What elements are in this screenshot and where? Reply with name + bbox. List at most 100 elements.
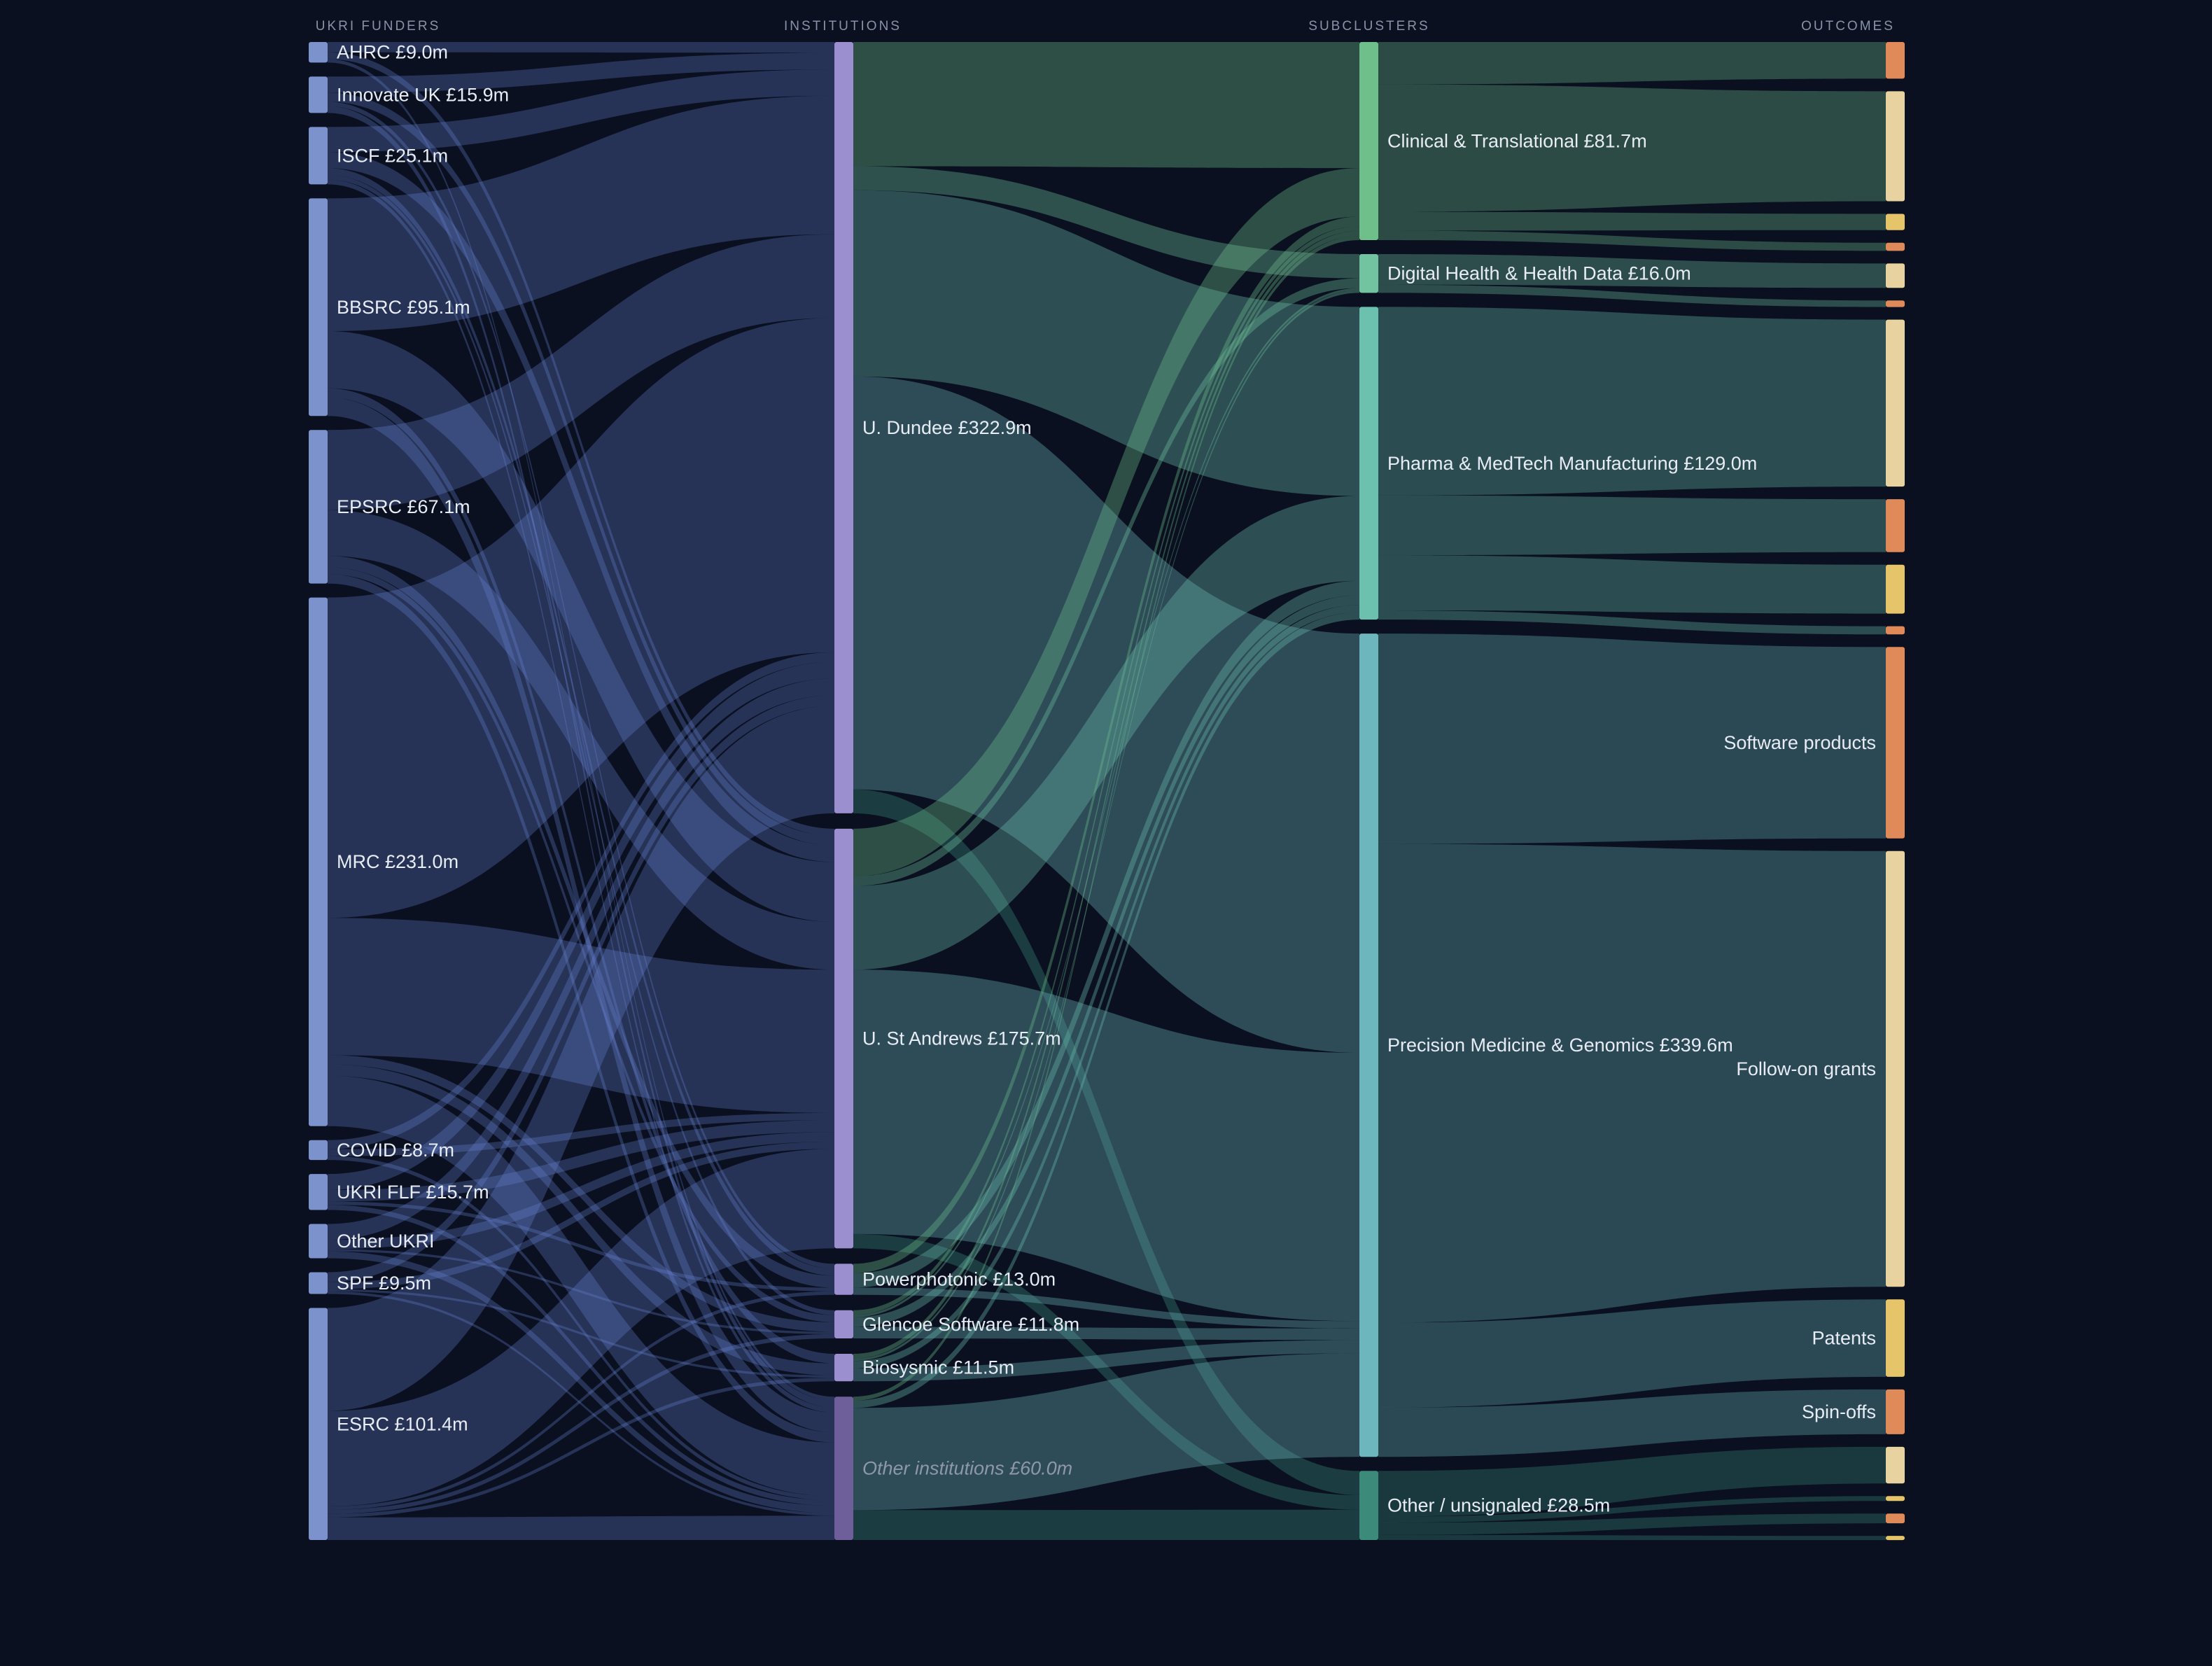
flow-fi-46	[328, 1516, 834, 1540]
outcomes-node-14[interactable]	[1886, 1446, 1905, 1484]
flow-so-0	[1378, 42, 1886, 85]
funders-node-10[interactable]	[309, 1308, 328, 1540]
flow-fi-6	[328, 106, 834, 1408]
funders-node-6[interactable]	[309, 1140, 328, 1161]
outcomes-node-15[interactable]	[1886, 1496, 1905, 1502]
subclusters-node-3[interactable]	[1359, 634, 1378, 1457]
funders-label-1: Innovate UK £15.9m	[337, 84, 509, 105]
flow-is-18	[853, 290, 1359, 1362]
subclusters-node-2[interactable]	[1359, 307, 1378, 620]
subclusters-label-0: Clinical & Translational £81.7m	[1387, 130, 1647, 151]
flow-is-6	[853, 278, 1359, 886]
flow-is-23	[853, 1353, 1359, 1511]
flow-fi-0	[328, 42, 834, 53]
subclusters-node-4[interactable]	[1359, 1471, 1378, 1540]
column-headers: UKRI FUNDERS INSTITUTIONS SUBCLUSTERS OU…	[316, 19, 1893, 34]
flow-is-8	[853, 969, 1359, 1322]
subclusters-node-1[interactable]	[1359, 253, 1378, 293]
flow-fi-35	[328, 1249, 834, 1334]
subclusters-label-4: Other / unsignaled £28.5m	[1387, 1495, 1610, 1516]
funders-label-7: UKRI FLF £15.7m	[337, 1182, 489, 1203]
institutions-node-3[interactable]	[834, 1310, 853, 1339]
funders-node-2[interactable]	[309, 127, 328, 185]
flow-fi-41	[328, 706, 834, 1411]
header-institutions: INSTITUTIONS	[784, 19, 902, 34]
flow-fi-18	[328, 556, 834, 1288]
flow-fi-42	[328, 1149, 834, 1506]
outcomes-node-13[interactable]	[1886, 1389, 1905, 1434]
flow-is-0	[853, 42, 1359, 169]
outcomes-node-9[interactable]	[1886, 626, 1905, 635]
flow-so-1	[1378, 84, 1886, 212]
flow-so-2	[1378, 211, 1886, 231]
flow-is-11	[853, 580, 1359, 1288]
flow-fi-15	[328, 397, 834, 1433]
outcomes-node-4[interactable]	[1886, 263, 1905, 288]
node-labels: AHRC £9.0m Innovate UK £15.9m ISCF £25.1m B…	[337, 42, 1876, 1516]
flow-fi-44	[328, 1334, 834, 1514]
institutions-node-1[interactable]	[834, 828, 853, 1249]
outcomes-label-10: Software products	[1723, 732, 1876, 753]
flow-fi-7	[328, 69, 834, 153]
flow-is-14	[853, 288, 1359, 1317]
outcomes-node-2[interactable]	[1886, 214, 1905, 230]
funders-node-5[interactable]	[309, 597, 328, 1126]
institutions-label-0: U. Dundee £322.9m	[862, 417, 1032, 438]
outcomes-node-16[interactable]	[1886, 1513, 1905, 1524]
flow-so-16	[1378, 1513, 1886, 1535]
flow-is-13	[853, 226, 1359, 1315]
outcomes-node-12[interactable]	[1886, 1299, 1905, 1377]
flow-is-17	[853, 231, 1359, 1359]
outcomes-node-17[interactable]	[1886, 1536, 1905, 1541]
funders-node-4[interactable]	[309, 430, 328, 584]
flow-fi-40	[328, 1291, 834, 1516]
funders-label-3: BBSRC £95.1m	[337, 297, 470, 318]
flow-fi-24	[328, 1064, 834, 1376]
funders-node-0[interactable]	[309, 42, 328, 63]
outcomes-node-6[interactable]	[1886, 319, 1905, 487]
institutions-node-0[interactable]	[834, 42, 853, 813]
flow-fi-25	[328, 1075, 834, 1497]
outcomes-node-8[interactable]	[1886, 564, 1905, 614]
flow-so-3	[1378, 230, 1886, 251]
outcomes-node-1[interactable]	[1886, 91, 1905, 202]
flow-fi-36	[328, 1251, 834, 1513]
funders-label-4: EPSRC £67.1m	[337, 496, 470, 517]
outcomes-node-3[interactable]	[1886, 242, 1905, 251]
flow-fi-4	[328, 92, 834, 846]
flow-fi-13	[328, 331, 834, 922]
flow-fi-26	[328, 652, 834, 1149]
flow-fi-45	[328, 1378, 834, 1518]
funders-node-1[interactable]	[309, 76, 328, 113]
flow-is-21	[853, 236, 1359, 1401]
funders-node-8[interactable]	[309, 1224, 328, 1259]
flow-fi-32	[328, 1205, 834, 1506]
flow-is-5	[853, 168, 1359, 877]
flow-fi-43	[328, 1291, 834, 1510]
flow-fi-3	[328, 52, 834, 93]
flow-is-20	[853, 1340, 1359, 1382]
flow-fi-11	[328, 179, 834, 1413]
flow-fi-39	[328, 1289, 834, 1378]
outcomes-node-5[interactable]	[1886, 300, 1905, 307]
flow-fi-33	[328, 678, 834, 1240]
flow-fi-21	[328, 318, 834, 918]
outcomes-node-7[interactable]	[1886, 499, 1905, 552]
funders-node-7[interactable]	[309, 1174, 328, 1210]
funder-institution-flows	[328, 42, 834, 1540]
outcomes-node-11[interactable]	[1886, 850, 1905, 1287]
institutions-label-5: Other institutions £60.0m	[862, 1458, 1072, 1479]
funders-node-3[interactable]	[309, 198, 328, 416]
institutions-node-5[interactable]	[834, 1396, 853, 1540]
funders-node-9[interactable]	[309, 1272, 328, 1294]
flow-is-19	[853, 605, 1359, 1368]
outcomes-node-0[interactable]	[1886, 42, 1905, 79]
flow-fi-8	[328, 152, 834, 862]
flow-so-11	[1378, 844, 1886, 1323]
subclusters-node-0[interactable]	[1359, 42, 1378, 240]
institutions-node-4[interactable]	[834, 1354, 853, 1382]
outcomes-node-10[interactable]	[1886, 647, 1905, 839]
institutions-node-2[interactable]	[834, 1264, 853, 1295]
flow-is-2	[853, 190, 1359, 496]
